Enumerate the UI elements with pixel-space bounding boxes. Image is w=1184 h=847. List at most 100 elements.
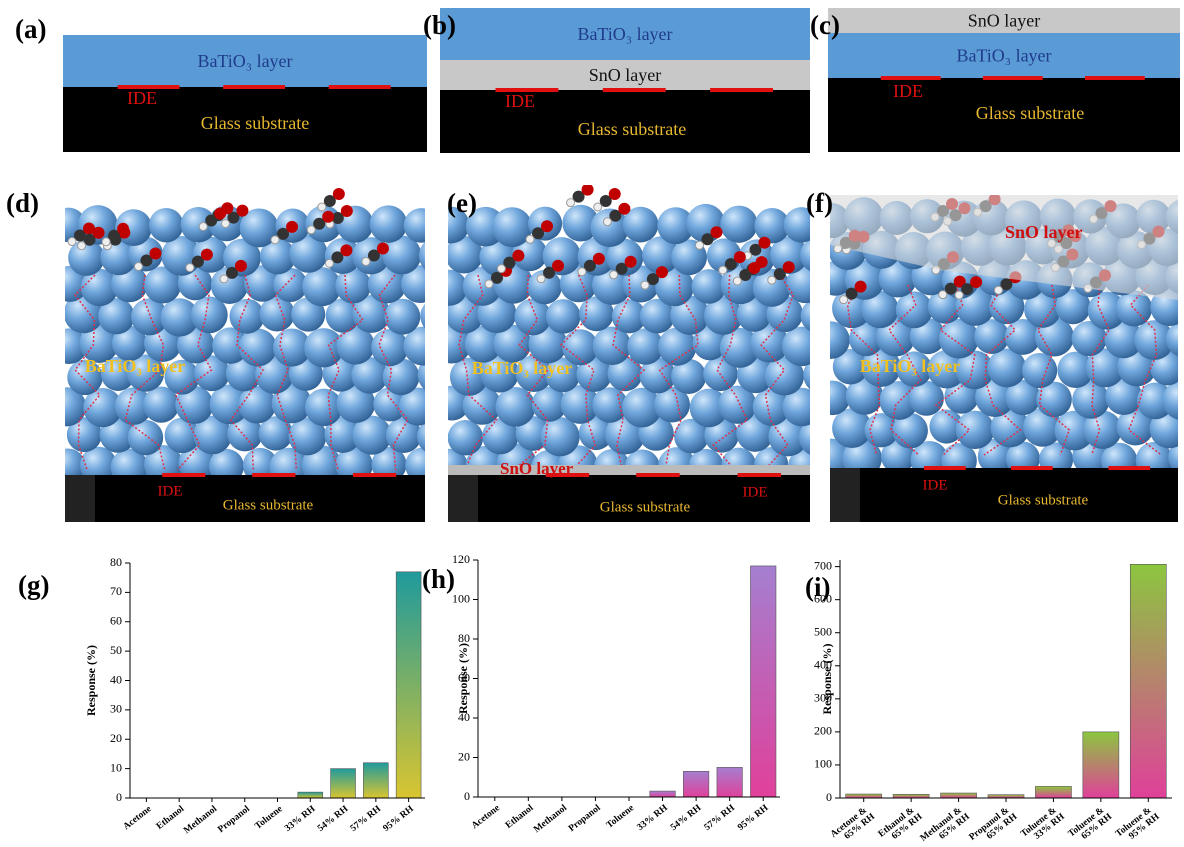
- x-tick-label: Methanol: [182, 804, 219, 836]
- y-tick-label: 40: [110, 672, 122, 686]
- electrode: [924, 466, 966, 470]
- electrode-label: IDE: [893, 81, 923, 101]
- x-tick-label: 33% RH: [283, 804, 318, 834]
- sphere: [1022, 353, 1057, 388]
- overlayer-label: SnO layer: [1005, 222, 1083, 242]
- electrode-label: IDE: [127, 88, 157, 108]
- bar: [298, 792, 323, 798]
- sphere: [370, 205, 408, 243]
- panel-label: (e): [447, 188, 477, 218]
- x-tick-label: 54% RH: [316, 804, 351, 834]
- layer-label: BaTiO₃ layer: [197, 51, 292, 71]
- electrode-label: IDE: [158, 483, 183, 499]
- molecule-atom: [214, 208, 226, 220]
- molecule-atom: [552, 260, 564, 272]
- panel-label: (c): [810, 10, 840, 40]
- layer-label: BaTiO₃ layer: [956, 46, 1051, 66]
- panel-label: (g): [18, 570, 49, 600]
- y-tick-label: 20: [110, 731, 122, 745]
- y-tick-label: 500: [814, 624, 832, 638]
- y-tick-label: 30: [110, 702, 122, 716]
- molecule-atom: [497, 265, 505, 273]
- panel-label: (i): [805, 572, 830, 602]
- bar: [1130, 564, 1166, 798]
- y-tick-label: 70: [110, 584, 122, 598]
- molecule-atom: [307, 226, 315, 234]
- molecule-atom: [220, 275, 228, 283]
- y-tick-label: 0: [826, 790, 832, 804]
- sphere: [448, 420, 483, 455]
- molecule-atom: [625, 256, 637, 268]
- x-tick-label: Ethanol & 65% RH: [877, 804, 925, 847]
- bar: [893, 794, 929, 798]
- molecule-atom: [748, 262, 760, 274]
- electrode: [1011, 466, 1053, 470]
- sphere: [431, 270, 467, 306]
- x-tick-label: Ethanol: [504, 803, 536, 831]
- molecule-atom: [994, 286, 1002, 294]
- x-tick-label: 54% RH: [669, 803, 704, 833]
- y-tick-label: 0: [116, 790, 122, 804]
- molecule-atom: [783, 261, 795, 273]
- molecule-atom: [322, 211, 334, 223]
- electrode: [738, 473, 781, 477]
- electrode: [162, 473, 205, 477]
- electrode: [353, 473, 396, 477]
- molecule-atom: [609, 188, 621, 200]
- sphere: [801, 299, 835, 333]
- y-tick-label: 80: [458, 631, 470, 645]
- y-axis-label: Response (%): [456, 643, 470, 714]
- electrode: [603, 88, 666, 92]
- figure: BaTiO₃ layerIDEGlass substrate(a)BaTiO₃ …: [0, 0, 1184, 847]
- y-tick-label: 100: [814, 757, 832, 771]
- bar: [846, 794, 882, 798]
- molecule-atom: [78, 242, 86, 250]
- substrate-label: Glass substrate: [578, 119, 686, 139]
- substrate-edge: [448, 475, 478, 522]
- bar: [683, 771, 709, 797]
- molecule-atom: [594, 203, 602, 211]
- sphere: [956, 411, 995, 450]
- molecule-atom: [567, 199, 575, 207]
- molecule-atom: [768, 276, 776, 284]
- molecule-atom: [526, 235, 534, 243]
- substrate-label: Glass substrate: [998, 492, 1089, 508]
- x-tick-label: Propanol: [567, 803, 603, 834]
- molecule-atom: [610, 271, 618, 279]
- y-tick-label: 0: [464, 789, 470, 803]
- molecule-atom: [603, 218, 611, 226]
- molecule-atom: [758, 237, 770, 249]
- y-tick-label: 50: [110, 643, 122, 657]
- bar: [1035, 786, 1071, 798]
- molecule-atom: [855, 281, 867, 293]
- x-tick-label: Acetone: [122, 804, 154, 832]
- x-tick-label: Toluene: [253, 804, 284, 831]
- electrode-label: IDE: [923, 477, 948, 493]
- molecule-atom: [134, 263, 142, 271]
- substrate-label: Glass substrate: [600, 499, 691, 515]
- y-tick-label: 10: [110, 760, 122, 774]
- molecule-atom: [149, 248, 161, 260]
- panel-label: (h): [422, 564, 455, 594]
- sphere: [404, 208, 439, 243]
- electrode: [1085, 76, 1145, 80]
- substrate-edge: [65, 475, 95, 522]
- molecule-atom: [117, 223, 129, 235]
- sphere: [546, 299, 581, 334]
- y-tick-label: 20: [458, 749, 470, 763]
- electrode: [1108, 466, 1150, 470]
- y-tick-label: 60: [110, 614, 122, 628]
- molecule-atom: [719, 266, 727, 274]
- x-tick-label: Acetone & 65% RH: [829, 804, 878, 847]
- molecule-atom: [286, 221, 298, 233]
- molecule-atom: [221, 220, 229, 228]
- molecule-atom: [955, 291, 963, 299]
- y-axis-label: Response (%): [84, 645, 98, 716]
- x-tick-label: 95% RH: [382, 804, 417, 834]
- sphere: [816, 381, 851, 416]
- x-tick-label: 57% RH: [703, 803, 738, 833]
- molecule-atom: [734, 251, 746, 263]
- molecule-atom: [199, 223, 207, 231]
- sphere: [812, 321, 850, 359]
- molecule-atom: [618, 203, 630, 215]
